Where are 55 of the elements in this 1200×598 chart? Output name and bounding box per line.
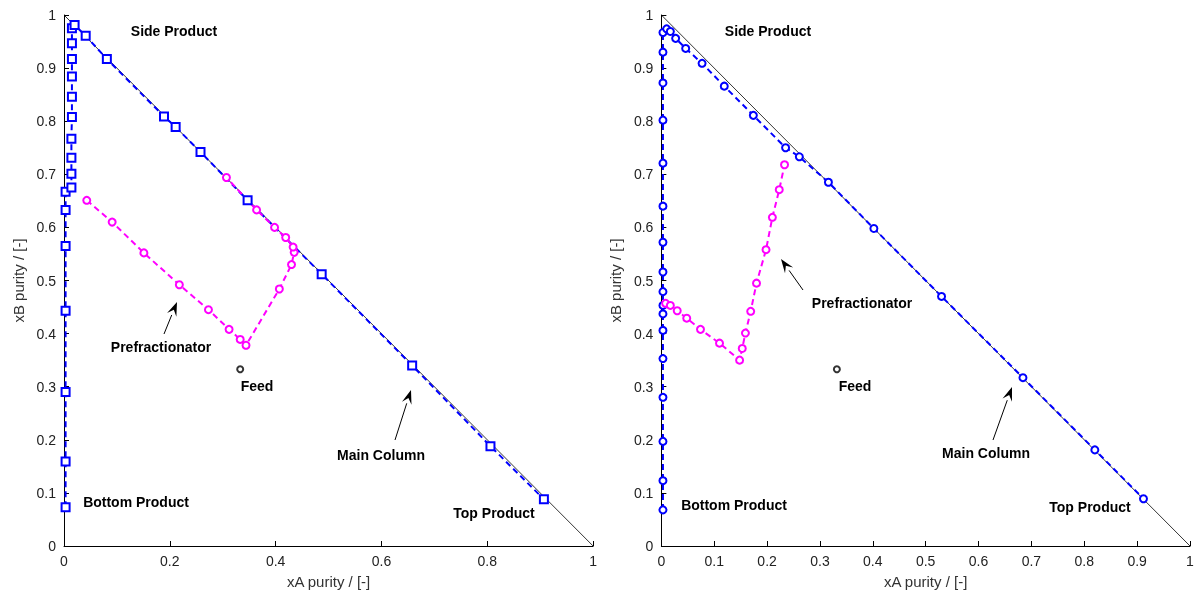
y-tick-label: 1 <box>645 7 654 23</box>
annotation: Bottom Product <box>83 494 190 510</box>
y-tick-label: 0.9 <box>36 60 57 77</box>
x-tick-label: 0.5 <box>915 553 936 569</box>
x-tick-label: 0.1 <box>704 553 725 569</box>
x-tick-label: 0.3 <box>810 553 830 569</box>
y-tick-label: 0 <box>645 538 654 554</box>
y-tick-label: 0.7 <box>633 166 654 183</box>
x-tick-label: 0.8 <box>1074 553 1095 569</box>
y-tick-label: 0.7 <box>36 166 57 183</box>
y-tick-label: 0.1 <box>36 484 57 501</box>
x-tick-label: 0.2 <box>757 553 778 569</box>
y-tick-label: 0.2 <box>36 431 57 448</box>
y-tick-label: 0.1 <box>633 484 654 501</box>
x-tick-label: 0.7 <box>1021 553 1042 569</box>
annotation: Prefractionator <box>110 339 212 355</box>
x-tick-label: 0.4 <box>863 553 883 569</box>
x-tick-label: 0.6 <box>968 553 989 569</box>
y-tick-label: 0.4 <box>36 325 57 342</box>
y-tick-label: 0.8 <box>633 113 654 130</box>
y-tick-label: 0.8 <box>36 113 57 130</box>
x-tick-label: 1 <box>589 553 598 569</box>
x-tick-label: 1 <box>1186 553 1195 569</box>
x-tick-label: 0 <box>60 553 69 569</box>
y-axis-title: xB purity / [-] <box>9 238 27 323</box>
y-tick-label: 0.4 <box>633 325 654 342</box>
y-tick-label: 0.5 <box>36 272 57 289</box>
y-axis-title: xB purity / [-] <box>607 238 624 323</box>
y-tick-label: 0.3 <box>633 378 654 395</box>
x-tick-label: 0 <box>657 553 666 569</box>
y-tick-label: 1 <box>48 7 57 23</box>
annotation: Main Column <box>337 447 425 463</box>
annotation: Prefractionator <box>811 295 913 311</box>
y-tick-label: 0.9 <box>633 60 654 77</box>
x-tick-label: 0.9 <box>1127 553 1148 569</box>
x-tick-label: 0.4 <box>265 553 286 569</box>
x-tick-label: 0.2 <box>160 553 180 569</box>
y-tick-label: 0.2 <box>633 431 654 448</box>
x-axis-title: xA purity / [-] <box>884 573 968 590</box>
annotation: Side Product <box>130 23 218 39</box>
annotation: Feed <box>838 378 872 394</box>
y-tick-label: 0.6 <box>36 219 57 236</box>
annotation: Bottom Product <box>681 497 788 513</box>
y-tick-label: 0.6 <box>633 219 654 236</box>
x-tick-label: 0.8 <box>477 553 498 569</box>
y-tick-label: 0.3 <box>36 378 57 395</box>
y-tick-label: 0.5 <box>633 272 654 289</box>
x-axis-title: xA purity / [-] <box>286 573 371 590</box>
x-tick-label: 0.6 <box>371 553 392 569</box>
annotation: Side Product <box>724 23 812 39</box>
y-tick-label: 0 <box>48 538 57 554</box>
annotation: Feed <box>240 378 274 394</box>
annotation: Top Product <box>1049 499 1132 515</box>
annotation: Main Column <box>942 445 1030 461</box>
annotation: Top Product <box>453 505 536 521</box>
